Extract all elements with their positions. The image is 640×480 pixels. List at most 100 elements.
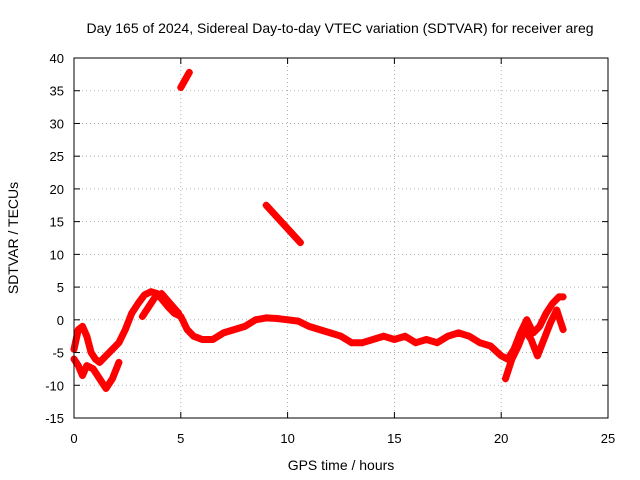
data-point bbox=[380, 332, 388, 340]
data-point bbox=[433, 339, 441, 347]
data-point bbox=[183, 326, 191, 334]
data-point bbox=[241, 322, 249, 330]
data-point bbox=[348, 339, 356, 347]
data-point bbox=[284, 316, 292, 324]
data-point bbox=[296, 239, 304, 247]
series-line bbox=[70, 288, 567, 366]
data-point bbox=[175, 309, 183, 317]
x-tick-label: 5 bbox=[177, 431, 184, 446]
y-tick-label: 30 bbox=[50, 116, 64, 131]
grid bbox=[74, 58, 608, 418]
x-tick-label: 10 bbox=[280, 431, 294, 446]
plot-series bbox=[70, 68, 567, 392]
data-point bbox=[540, 336, 548, 343]
data-point bbox=[412, 339, 420, 347]
y-tick-label: 10 bbox=[50, 247, 64, 262]
data-point bbox=[102, 385, 110, 392]
data-point bbox=[121, 326, 129, 334]
data-point bbox=[151, 293, 159, 301]
data-point bbox=[147, 288, 155, 296]
data-point bbox=[230, 326, 238, 334]
data-point bbox=[390, 336, 398, 343]
data-point bbox=[455, 329, 462, 337]
data-point bbox=[316, 326, 324, 334]
data-point bbox=[553, 306, 561, 314]
data-point bbox=[527, 336, 535, 343]
data-point bbox=[79, 372, 86, 379]
series-line bbox=[262, 201, 304, 247]
data-point bbox=[422, 336, 430, 343]
data-point bbox=[198, 336, 206, 343]
data-point bbox=[465, 332, 473, 340]
data-point bbox=[559, 326, 567, 334]
data-point bbox=[115, 339, 123, 347]
data-point bbox=[337, 332, 345, 340]
data-point bbox=[508, 355, 516, 363]
data-point bbox=[534, 352, 541, 360]
data-point bbox=[145, 303, 153, 311]
axis-ticks: 0 5 10 15 20 25 -15 -10 -5 0 5 10 15 20 25 30 35 40 bbox=[45, 51, 615, 446]
series-line bbox=[177, 68, 193, 91]
y-tick-label: -15 bbox=[45, 411, 64, 426]
y-tick-label: 40 bbox=[50, 51, 64, 66]
data-point bbox=[138, 313, 146, 320]
data-point bbox=[89, 365, 97, 373]
data-point bbox=[546, 319, 554, 327]
y-tick-label: 15 bbox=[50, 215, 64, 230]
data-point bbox=[74, 362, 82, 370]
series-line bbox=[502, 306, 567, 383]
y-axis-label: SDTVAR / TECUs bbox=[5, 182, 21, 294]
series-line bbox=[138, 290, 183, 320]
data-point bbox=[79, 322, 86, 330]
data-point bbox=[108, 375, 116, 383]
data-point bbox=[326, 329, 334, 337]
x-axis-label: GPS time / hours bbox=[288, 457, 395, 473]
y-tick-label: 20 bbox=[50, 182, 64, 197]
chart-title: Day 165 of 2024, Sidereal Day-to-day VTE… bbox=[86, 20, 593, 36]
data-point bbox=[128, 309, 136, 317]
data-point bbox=[108, 345, 116, 353]
data-point bbox=[497, 352, 505, 360]
data-point bbox=[83, 332, 91, 340]
y-tick-label: -10 bbox=[45, 378, 64, 393]
data-point bbox=[273, 315, 281, 322]
data-point bbox=[158, 290, 166, 298]
data-point bbox=[559, 293, 567, 301]
x-tick-label: 25 bbox=[601, 431, 615, 446]
data-point bbox=[358, 339, 366, 347]
y-tick-label: 5 bbox=[57, 280, 64, 295]
data-point bbox=[305, 322, 313, 330]
data-point bbox=[487, 342, 494, 350]
data-point bbox=[542, 309, 550, 317]
data-point bbox=[91, 355, 99, 363]
data-point bbox=[444, 332, 452, 340]
x-tick-label: 15 bbox=[387, 431, 401, 446]
plot-frame bbox=[73, 57, 609, 419]
data-point bbox=[190, 332, 198, 340]
x-tick-label: 0 bbox=[70, 431, 77, 446]
data-point bbox=[521, 326, 529, 334]
data-point bbox=[549, 300, 556, 307]
data-point bbox=[262, 314, 270, 322]
data-point bbox=[87, 349, 95, 356]
data-point bbox=[220, 329, 227, 337]
data-point bbox=[294, 317, 302, 325]
data-point bbox=[177, 84, 185, 91]
data-point bbox=[209, 336, 217, 343]
data-point bbox=[83, 362, 91, 370]
x-tick-label: 20 bbox=[494, 431, 508, 446]
data-point bbox=[502, 375, 509, 383]
data-point bbox=[166, 300, 174, 307]
data-point bbox=[96, 358, 104, 366]
data-point bbox=[141, 291, 148, 299]
data-point bbox=[74, 326, 82, 334]
data-point bbox=[536, 322, 544, 330]
y-tick-label: 25 bbox=[50, 149, 64, 164]
y-tick-label: 0 bbox=[57, 313, 64, 328]
data-point bbox=[252, 316, 260, 324]
data-point bbox=[134, 300, 142, 307]
data-point bbox=[185, 68, 193, 76]
data-point bbox=[514, 342, 522, 350]
data-point bbox=[102, 352, 110, 360]
